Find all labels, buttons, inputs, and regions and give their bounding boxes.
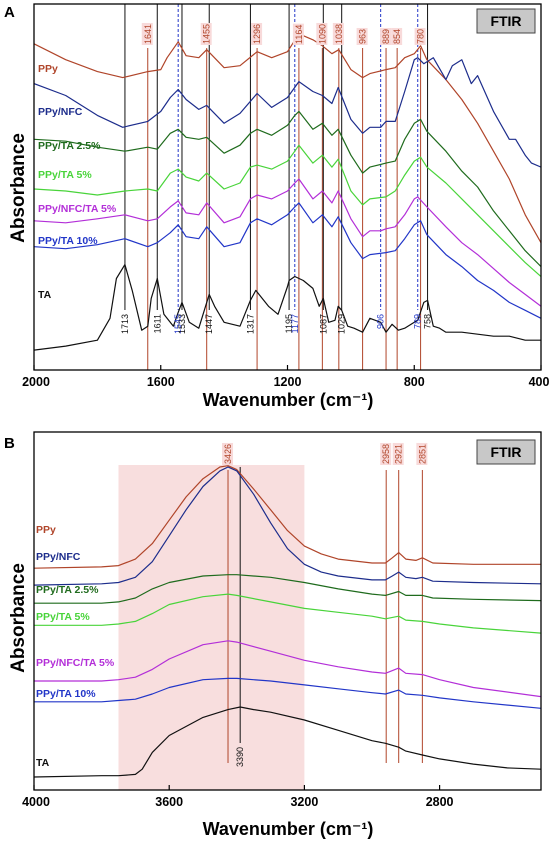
panel-b-series-label-ta: TA (36, 757, 50, 769)
panel-b-series-label-ppy-nfc: PPy/NFC (36, 551, 81, 563)
panel-a-series-line-ppy-nfc-ta-5 (34, 178, 541, 307)
panel-a-x-tick-label-2000: 2000 (22, 375, 50, 389)
panel-a-peak-label-bg-1164 (292, 23, 304, 45)
panel-a-label: A (4, 4, 15, 21)
panel-a-series-label-ppy-nfc: PPy/NFC (38, 106, 83, 118)
panel-a-peak-label-1087: 1087 (318, 314, 328, 334)
panel-b-series-label-ppy-nfc-ta-5: PPy/NFC/TA 5% (36, 657, 115, 669)
panel-b-series-label-ppy-ta-5: PPy/TA 5% (36, 611, 90, 623)
panel-a-peak-label-906: 906 (376, 314, 386, 329)
panel-a-series-labels: PPy PPy/NFC PPy/TA 2.5% PPy/TA 5% PPy/NFC/TA… (38, 63, 117, 301)
panel-a-x-axis-label: Wavenumber (cm⁻¹) (203, 390, 374, 410)
panel-b-x-tick-label-3600: 3600 (155, 795, 183, 809)
panel-b-peak-label-2958: 2958 (381, 444, 391, 464)
panel-b-series-labels: PPy PPy/NFC PPy/TA 2.5% PPy/TA 5% PPy/NFC/TA… (36, 524, 115, 769)
panel-a-peak-label-1447: 1447 (204, 314, 214, 334)
panel-a-series-line-ppy-nfc (34, 57, 541, 168)
panel-a-x-tick-label-1600: 1600 (147, 375, 175, 389)
panel-a-peak-label-1641: 1641 (143, 24, 153, 44)
panel-a-peak-label-889: 889 (381, 29, 391, 44)
panel-b-ftir-badge: FTIR (476, 439, 536, 465)
panel-b-series-line-ppy-nfc (34, 466, 541, 586)
panel-b-peak-label-bg-2958 (380, 442, 392, 465)
panel-b-peak-label-bg-3426 (222, 442, 234, 465)
panel-b-series (34, 465, 541, 778)
panel-b-x-ticks: 4000 3600 3200 2800 (22, 785, 454, 809)
panel-a-series-label-ppy-ta-2-5: PPy/TA 2.5% (38, 140, 101, 152)
panel-a-peak-label-1296: 1296 (252, 24, 262, 44)
panel-a-series-line-ppy-ta-10 (34, 202, 541, 319)
panel-a-peak-label-bg-1455 (200, 22, 212, 45)
panel-a-peak-label-bg-1296 (251, 22, 263, 45)
panel-a-peak-label-1195: 1195 (284, 314, 294, 333)
panel-b: PPy PPy/NFC PPy/TA 2.5% PPy/TA 5% PPy/NFC/TA… (4, 431, 542, 839)
panel-a-peak-label-bg-963 (356, 27, 368, 45)
panel-b-series-line-ppy-ta-10 (34, 677, 541, 709)
panel-a-peak-label-789: 789 (413, 314, 423, 329)
panel-a-peak-label-1713: 1713 (120, 314, 130, 334)
panel-a: PPy PPy/NFC PPy/TA 2.5% PPy/TA 5% PPy/NFC/TA… (4, 3, 549, 410)
panel-a-peak-label-1317: 1317 (245, 314, 255, 334)
svg-text:FTIR: FTIR (490, 444, 521, 460)
panel-a-peak-label-1038: 1038 (334, 24, 344, 44)
panel-a-peak-label-854: 854 (392, 29, 402, 44)
panel-a-peak-label-bg-1038 (332, 22, 344, 45)
panel-b-peak-label-bg-2851 (416, 442, 428, 465)
panel-b-shaded-region (118, 465, 305, 790)
panel-a-x-tick-label-800: 800 (404, 375, 425, 389)
panel-a-series-label-ta: TA (38, 289, 52, 301)
panel-a-series-label-ppy-nfc-ta-5: PPy/NFC/TA 5% (38, 203, 117, 215)
panel-a-peak-label-1611: 1611 (152, 314, 162, 333)
panel-a-series-line-ta (34, 264, 541, 351)
panel-a-x-ticks: 2000 1600 1200 800 400 (22, 365, 549, 389)
panel-a-peak-label-bg-889 (380, 27, 392, 45)
panel-b-label: B (4, 435, 15, 452)
panel-a-peak-label-bg-780 (414, 27, 426, 45)
panel-a-peak-label-bg-1090 (316, 22, 328, 45)
panel-b-peak-label-3426: 3426 (223, 444, 233, 464)
panel-a-peak-label-1533: 1533 (177, 314, 187, 334)
panel-b-x-tick-label-4000: 4000 (22, 795, 50, 809)
panel-b-series-label-ppy-ta-2-5: PPy/TA 2.5% (36, 584, 99, 596)
panel-a-peak-label-963: 963 (358, 29, 368, 44)
panel-a-series-line-ppy-ta-5 (34, 144, 541, 277)
panel-b-series-line-ppy (34, 465, 541, 569)
panel-a-y-axis-label: Absorbance (8, 133, 29, 243)
panel-a-peak-label-1455: 1455 (202, 24, 212, 44)
panel-a-series-label-ppy-ta-5: PPy/TA 5% (38, 169, 92, 181)
panel-b-series-label-ppy: PPy (36, 524, 56, 536)
panel-a-peak-label-1029: 1029 (337, 314, 347, 334)
panel-a-peak-label-1177: 1177 (290, 314, 300, 333)
panel-b-series-line-ppy-ta-5 (34, 593, 541, 634)
panel-b-series-line-ppy-nfc-ta-5 (34, 640, 541, 698)
panel-a-series-line-ppy-ta-2-5 (34, 110, 541, 268)
panel-b-frame (33, 431, 542, 791)
panel-b-x-tick-label-3200: 3200 (290, 795, 318, 809)
panel-a-peak-label-bg-854 (391, 27, 403, 45)
panel-a-x-tick-label-1200: 1200 (274, 375, 302, 389)
panel-a-x-tick-label-400: 400 (529, 375, 550, 389)
panel-a-series-label-ppy-ta-10: PPy/TA 10% (38, 235, 98, 247)
panel-a-peak-label-bg-1641 (141, 22, 153, 45)
panel-a-peak-label-1090: 1090 (317, 24, 327, 44)
panel-b-peak-label-bg-2921 (392, 442, 404, 465)
panel-a-peak-label-758: 758 (423, 314, 433, 329)
panel-a-peak-label-1164: 1164 (294, 25, 304, 44)
panel-b-x-axis-label: Wavenumber (cm⁻¹) (203, 819, 374, 839)
panel-b-series-label-ppy-ta-10: PPy/TA 10% (36, 688, 96, 700)
panel-a-peak-label-780: 780 (416, 29, 426, 44)
panel-b-y-axis-label: Absorbance (8, 563, 29, 673)
panel-a-ftir-badge: FTIR (476, 8, 536, 34)
panel-b-series-line-ta (34, 706, 541, 778)
svg-text:FTIR: FTIR (490, 13, 521, 29)
panel-a-series (34, 33, 541, 351)
panel-b-peak-label-2921: 2921 (394, 444, 404, 464)
panel-b-x-tick-label-2800: 2800 (426, 795, 454, 809)
panel-b-peak-label-2851: 2851 (417, 444, 427, 464)
panel-b-series-line-ppy-ta-2-5 (34, 574, 541, 604)
panel-a-series-label-ppy: PPy (38, 63, 58, 75)
panel-a-peak-label-1545: 1545 (173, 314, 183, 334)
panel-b-peak-label-3390: 3390 (235, 747, 245, 767)
